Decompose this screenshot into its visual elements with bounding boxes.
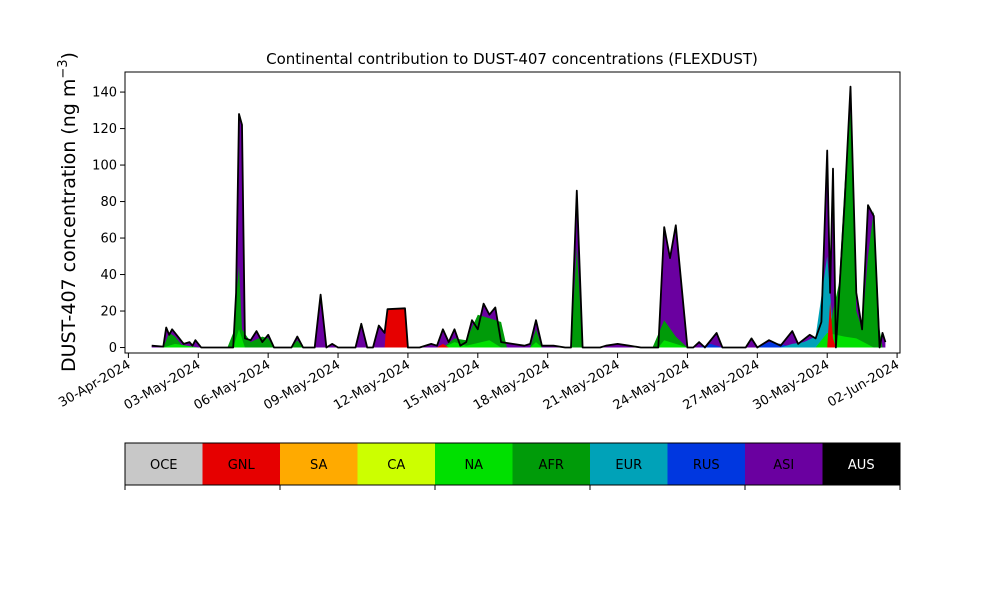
legend-label-na: NA [464,458,483,473]
area-series-afr [163,110,883,348]
y-axis-label: DUST-407 concentration (ng m−3) [56,52,80,372]
total-outline-line [151,85,887,349]
legend-swatch-afr [512,443,591,485]
legend-label-rus: RUS [693,458,720,473]
legend-swatch-na [435,443,513,485]
x-tick-label: 06-May-2024 [191,357,273,413]
x-tick-label: 15-May-2024 [401,357,483,413]
legend-label-eur: EUR [615,458,642,473]
y-tick-label: 40 [100,268,117,283]
axes: 02040608010012014030-Apr-202403-May-2024… [56,71,902,413]
legend-swatch-gnl [202,443,281,485]
area-total-fill [151,86,886,348]
legend-label-gnl: GNL [228,458,256,473]
plot-area [151,85,887,349]
x-tick-label: 02-Jun-2024 [825,357,902,410]
plot-frame [124,71,901,354]
chart-title: Continental contribution to DUST-407 con… [266,50,758,68]
area-series-na [163,329,874,348]
y-axis-label-main: DUST-407 concentration (ng m [58,79,80,372]
legend-label-oce: OCE [150,458,178,473]
x-tick-label: 03-May-2024 [122,357,204,413]
x-tick-label: 30-May-2024 [751,357,833,413]
legend-swatch-aus [822,443,901,485]
legend-label-ca: CA [387,458,405,473]
x-tick-label: 27-May-2024 [681,357,763,413]
legend-label-afr: AFR [539,458,564,473]
y-tick-label: 100 [92,159,117,174]
y-axis-label-superscript: −3 [56,59,71,78]
y-tick-label: 140 [92,86,117,101]
legend-label-asi: ASI [773,458,794,473]
x-tick-label: 18-May-2024 [471,357,553,413]
legend-colorbar: OCE GNL SA CA NA AFR EUR RUS ASI AUS [124,442,901,490]
y-axis-label-close: ) [58,52,80,59]
legend-swatch-asi [745,443,823,485]
y-tick-label: 60 [100,232,117,247]
area-series [151,85,887,349]
y-tick-label: 20 [100,305,117,320]
area-series-rus [699,342,793,348]
x-tick-label: 21-May-2024 [541,357,623,413]
legend-swatch-rus [667,443,746,485]
legend-frame [124,442,901,486]
x-tick-label: 09-May-2024 [261,357,343,413]
legend-swatch-ca [357,443,436,485]
y-tick-label: 120 [92,122,117,137]
y-tick-label: 0 [109,341,117,356]
x-tick-label: 24-May-2024 [611,357,693,413]
x-tick-label: 12-May-2024 [331,357,413,413]
y-tick-label: 80 [100,195,117,210]
legend-label-sa: SA [310,458,327,473]
legend-swatch-oce [125,443,203,485]
area-series-asi [151,219,839,348]
legend-swatch-sa [280,443,358,485]
legend-swatch-eur [590,443,668,485]
legend-label-aus: AUS [848,458,875,473]
